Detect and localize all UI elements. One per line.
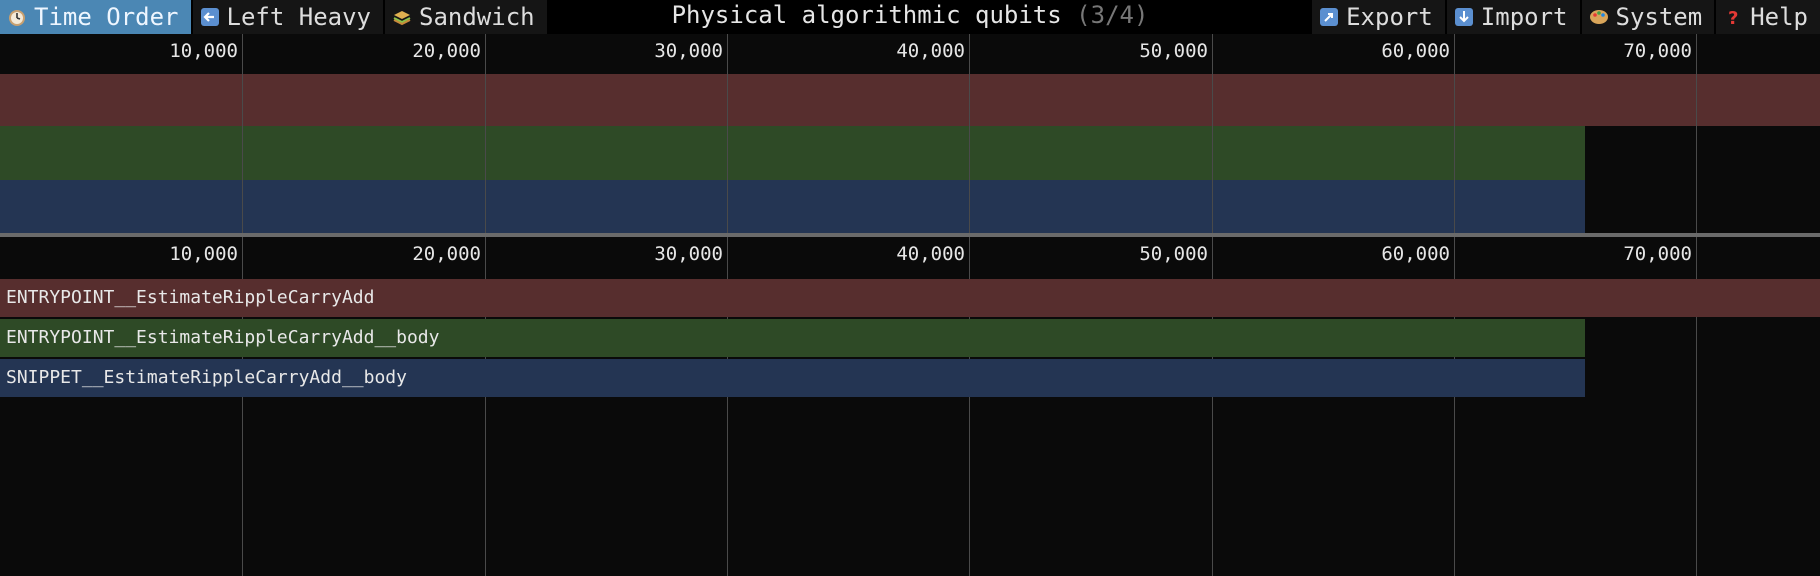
export-icon <box>1318 6 1340 28</box>
import-icon <box>1453 6 1475 28</box>
profile-counter: (3/4) <box>1076 1 1149 29</box>
question-icon: ? <box>1722 6 1744 28</box>
ruler-tick-label: 10,000 <box>169 243 238 265</box>
minimap-ruler: 10,000 20,000 30,000 40,000 50,000 60,000 70,0… <box>0 34 1820 72</box>
ruler-gridline <box>969 237 970 576</box>
minimap-frame-bar <box>0 126 1585 180</box>
clock-icon <box>6 6 28 28</box>
flame-frame[interactable]: SNIPPET__EstimateRippleCarryAdd__body <box>0 359 1585 397</box>
tab-left-heavy-label: Left Heavy <box>226 3 372 31</box>
ruler-tick-label: 10,000 <box>169 40 238 62</box>
ruler-tick-label: 50,000 <box>1139 40 1208 62</box>
ruler-gridline <box>1212 34 1213 234</box>
ruler-gridline <box>1696 237 1697 576</box>
ruler-gridline <box>727 34 728 234</box>
arrow-left-icon <box>199 6 221 28</box>
ruler-tick-label: 30,000 <box>654 243 723 265</box>
ruler-gridline <box>1454 34 1455 234</box>
ruler-tick-label: 60,000 <box>1381 40 1450 62</box>
flame-frame[interactable]: ENTRYPOINT__EstimateRippleCarryAdd__body <box>0 319 1585 357</box>
profile-title-text: Physical algorithmic qubits <box>671 1 1062 29</box>
minimap-frame-bar <box>0 74 1820 126</box>
ruler-tick-label: 40,000 <box>896 40 965 62</box>
ruler-tick-label: 70,000 <box>1623 40 1692 62</box>
ruler-gridline <box>1454 237 1455 576</box>
ruler-gridline <box>969 34 970 234</box>
ruler-gridline <box>485 34 486 234</box>
ruler-gridline <box>1212 237 1213 576</box>
flamechart-ruler: 10,000 20,000 30,000 40,000 50,000 60,000 70,0… <box>0 237 1820 275</box>
export-label: Export <box>1346 3 1433 31</box>
ruler-gridline <box>242 34 243 234</box>
ruler-gridline <box>485 237 486 576</box>
flamechart-panel[interactable]: 10,000 20,000 30,000 40,000 50,000 60,000 70,0… <box>0 237 1820 576</box>
system-theme-button[interactable]: System <box>1581 0 1715 34</box>
ruler-tick-label: 50,000 <box>1139 243 1208 265</box>
ruler-tick-label: 20,000 <box>412 243 481 265</box>
flame-frame[interactable]: ENTRYPOINT__EstimateRippleCarryAdd <box>0 279 1820 317</box>
toolbar-right: Export Import System ? Help <box>1310 0 1820 34</box>
tab-left-heavy[interactable]: Left Heavy <box>192 0 383 34</box>
ruler-gridline <box>727 237 728 576</box>
panel-divider[interactable] <box>0 233 1820 237</box>
ruler-tick-label: 20,000 <box>412 40 481 62</box>
ruler-tick-label: 40,000 <box>896 243 965 265</box>
ruler-tick-label: 70,000 <box>1623 243 1692 265</box>
tab-sandwich[interactable]: Sandwich <box>385 0 547 34</box>
toolbar: Time Order Left Heavy Sandwich Physical … <box>0 0 1820 34</box>
minimap-frame-bar <box>0 180 1585 234</box>
sandwich-icon <box>391 6 413 28</box>
help-label: Help <box>1750 3 1808 31</box>
ruler-gridline <box>242 237 243 576</box>
ruler-tick-label: 30,000 <box>654 40 723 62</box>
tab-sandwich-label: Sandwich <box>419 3 535 31</box>
tab-time-order-label: Time Order <box>34 3 179 31</box>
minimap-overview[interactable]: 10,000 20,000 30,000 40,000 50,000 60,000 70,0… <box>0 34 1820 234</box>
ruler-gridline <box>1696 34 1697 234</box>
import-label: Import <box>1480 3 1568 31</box>
system-label: System <box>1615 3 1703 31</box>
ruler-tick-label: 60,000 <box>1381 243 1450 265</box>
import-button[interactable]: Import <box>1446 0 1580 34</box>
palette-icon <box>1588 6 1610 28</box>
help-button[interactable]: ? Help <box>1716 0 1820 34</box>
svg-text:?: ? <box>1728 8 1738 27</box>
export-button[interactable]: Export <box>1312 0 1445 34</box>
tab-time-order[interactable]: Time Order <box>0 0 191 34</box>
